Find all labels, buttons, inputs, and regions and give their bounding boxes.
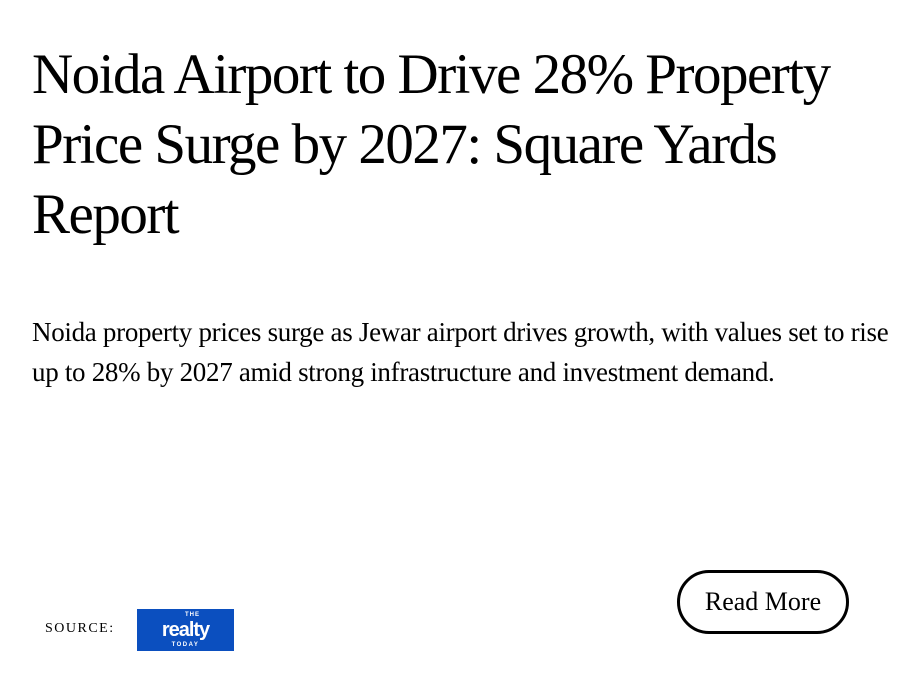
logo-text-the: THE (185, 611, 200, 618)
logo-text-realty: realty (161, 618, 210, 641)
source-logo-the-realty-today[interactable]: THE realty TODAY (137, 609, 234, 651)
article-title: Noida Airport to Drive 28% Property Pric… (32, 43, 831, 246)
article-summary: Noida property prices surge as Jewar air… (32, 317, 889, 387)
logo-text-today: TODAY (171, 641, 200, 648)
source-label: SOURCE: (45, 621, 115, 636)
read-more-button[interactable]: Read More (677, 570, 849, 634)
article-content: Noida Airport to Drive 28% Property Pric… (32, 40, 892, 392)
